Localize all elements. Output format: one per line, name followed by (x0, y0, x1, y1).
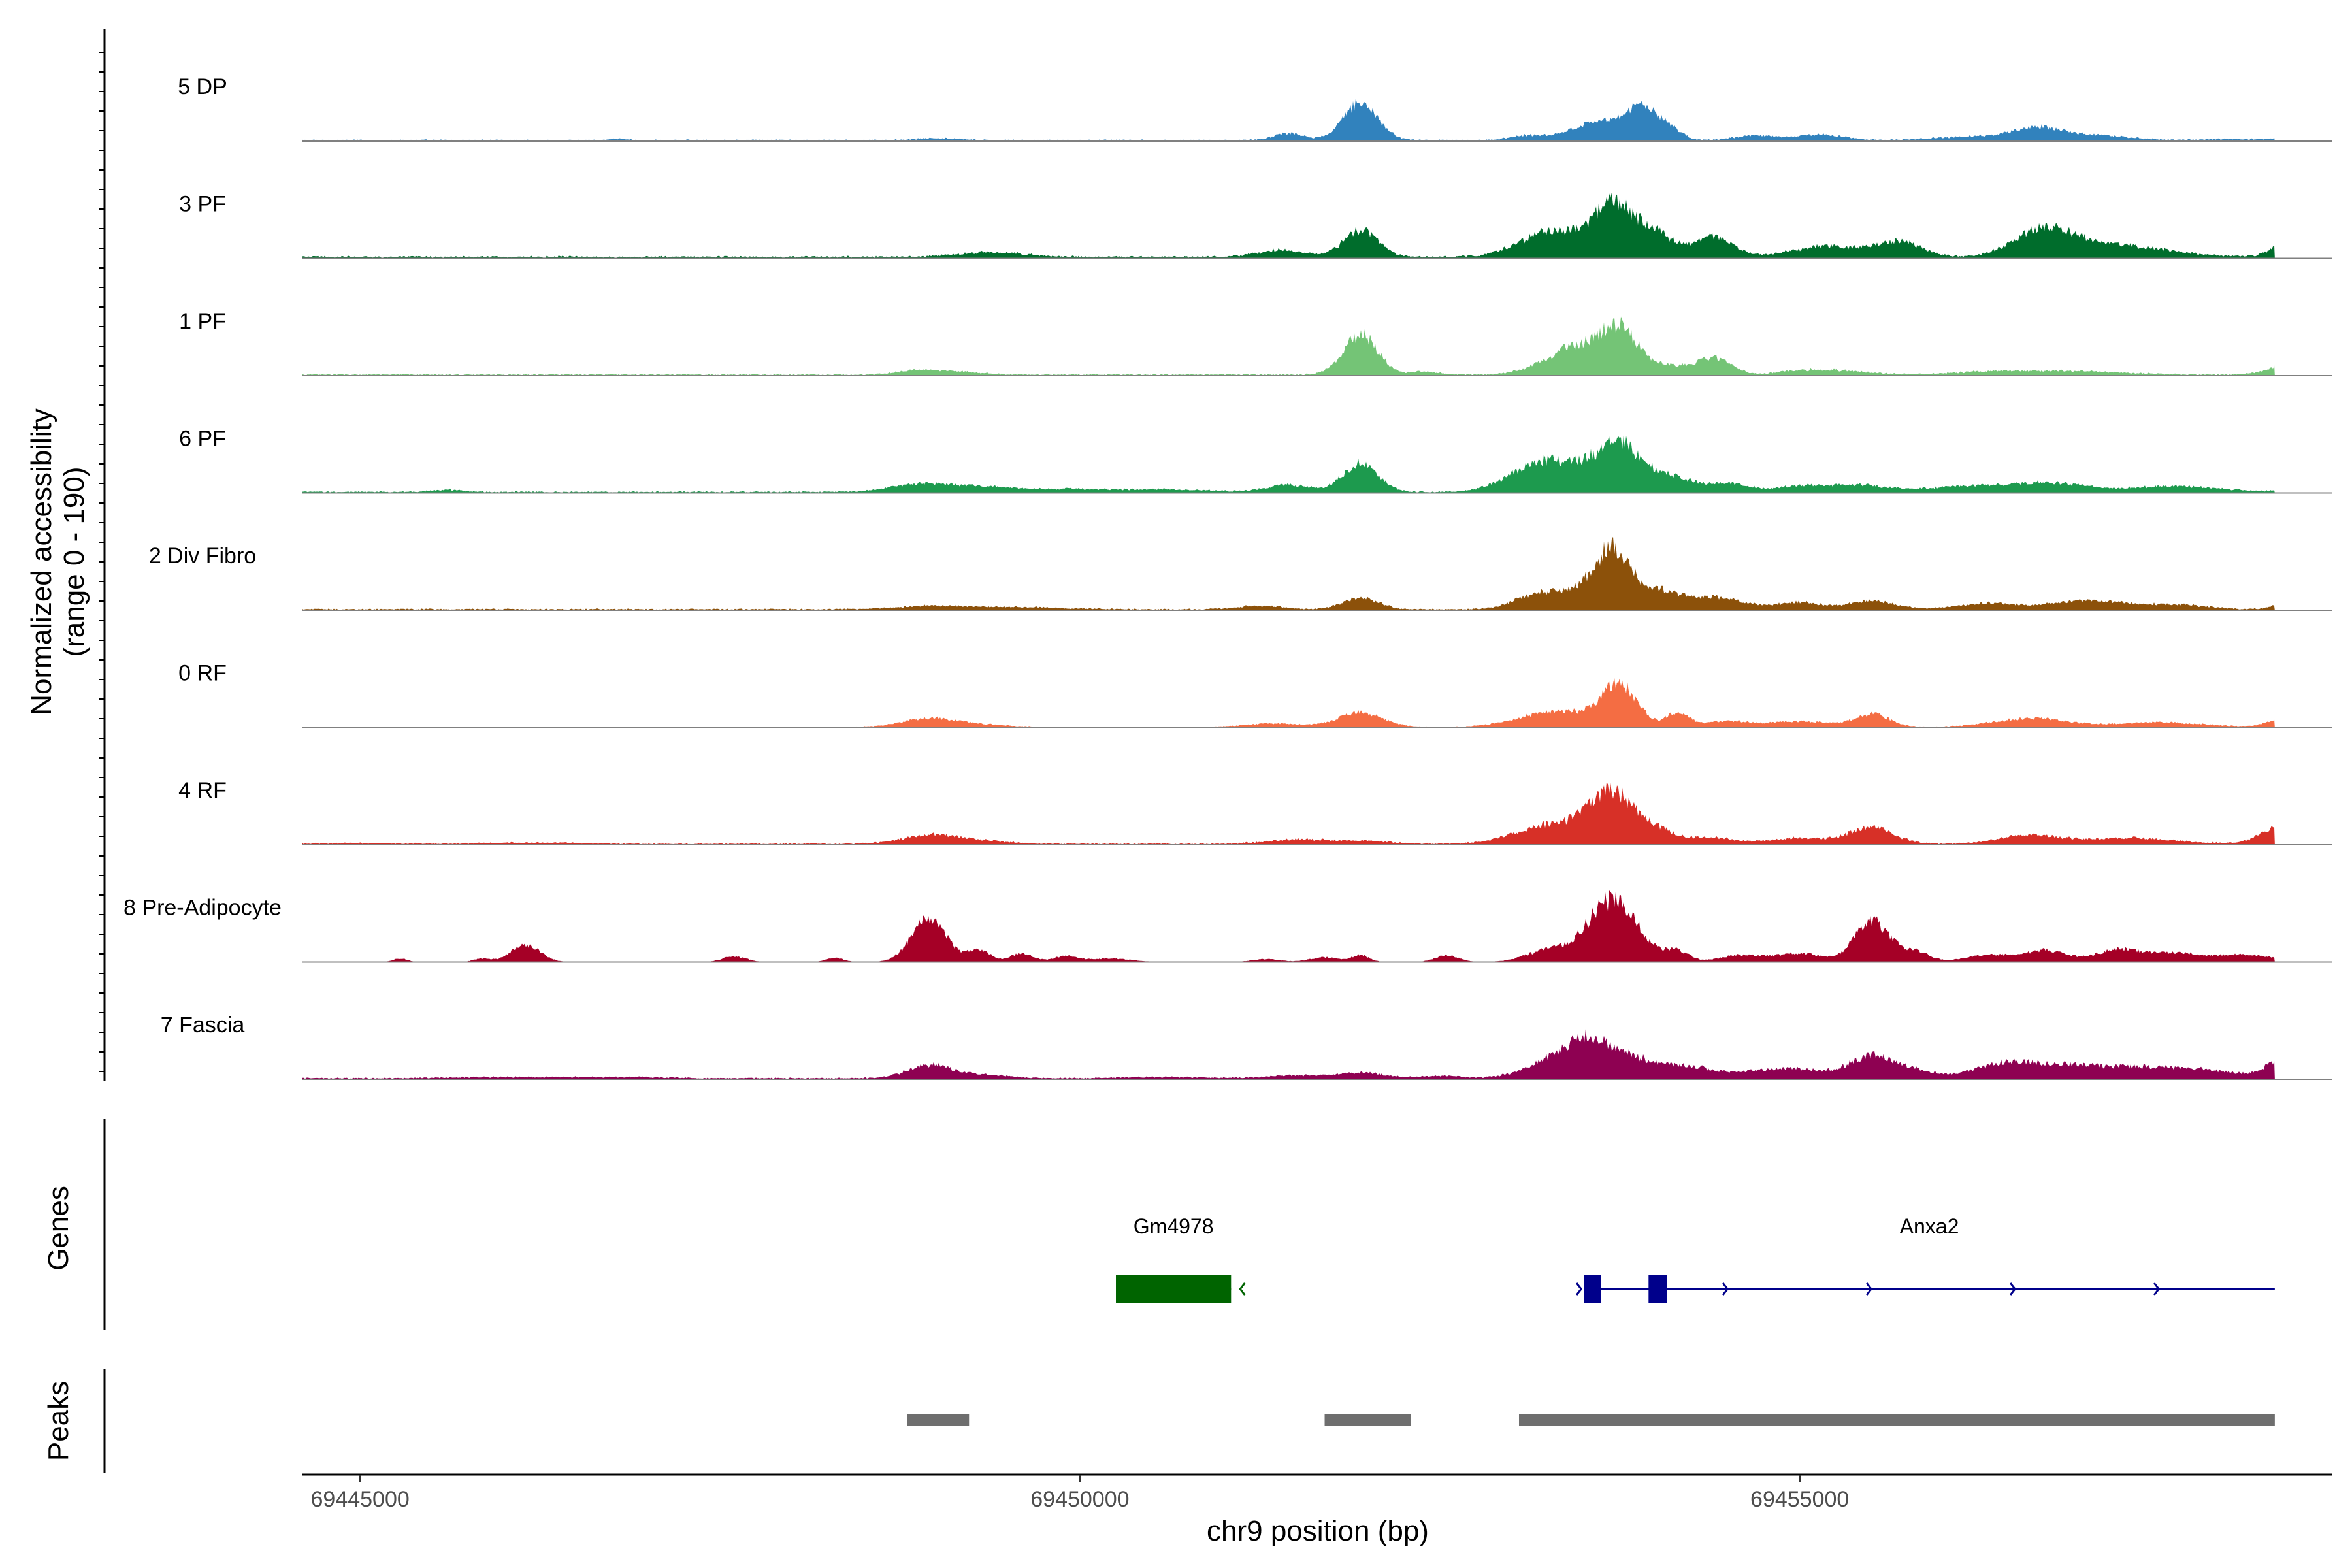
track-0-rf: 0 RF (178, 661, 2332, 728)
track-2-div-fibro: 2 Div Fibro (149, 536, 2332, 611)
coverage-area (302, 192, 2275, 259)
x-tick-label: 69455000 (1750, 1487, 1849, 1512)
coverage-area (302, 1029, 2275, 1079)
track-3-pf: 3 PF (179, 192, 2332, 259)
coverage-area (302, 316, 2275, 376)
strand-arrow-icon (1865, 1282, 1873, 1296)
gene-exon (1648, 1275, 1667, 1303)
y-axis-title-line2: (range 0 - 190) (58, 466, 90, 657)
left-axis (99, 29, 106, 1473)
strand-arrow-icon (1722, 1282, 1729, 1296)
coverage-area (302, 99, 2275, 141)
track-label: 7 Fascia (161, 1013, 245, 1037)
coverage-tracks: 5 DP 3 PF 1 PF 6 PF 2 Div Fibro 0 RF 4 RF 8 Pre… (123, 74, 2332, 1080)
track-6-pf: 6 PF (179, 427, 2332, 494)
gene-exon (1116, 1275, 1232, 1303)
peak-region (907, 1414, 970, 1426)
track-label: 1 PF (179, 309, 226, 334)
track-label: 5 DP (178, 74, 227, 99)
gene-annotation-track: Gm4978 Anxa2 (1116, 1215, 2275, 1303)
strand-arrow-icon (1575, 1282, 1583, 1296)
track-label: 8 Pre-Adipocyte (123, 896, 282, 921)
track-5-dp: 5 DP (178, 74, 2332, 142)
track-1-pf: 1 PF (179, 309, 2332, 376)
genes-panel-title: Genes (42, 1186, 74, 1271)
track-7-fascia: 7 Fascia (161, 1013, 2332, 1080)
track-8-pre-adipocyte: 8 Pre-Adipocyte (123, 890, 2332, 963)
strand-arrow-icon (2153, 1282, 2161, 1296)
gene-label: Gm4978 (1134, 1215, 1214, 1238)
track-label: 3 PF (179, 192, 226, 217)
x-tick-label: 69450000 (1030, 1487, 1129, 1512)
strand-arrow-icon (2009, 1282, 2017, 1296)
x-tick-label: 69445000 (311, 1487, 410, 1512)
peaks-panel-title: Peaks (42, 1381, 74, 1461)
coverage-area (302, 890, 2275, 962)
coverage-area (302, 536, 2275, 610)
gene-gm4978: Gm4978 (1116, 1215, 1246, 1303)
track-label: 4 RF (178, 778, 227, 803)
track-label: 2 Div Fibro (149, 544, 256, 568)
x-axis-title: chr9 position (bp) (1207, 1515, 1429, 1547)
coverage-area (302, 782, 2275, 845)
track-label: 6 PF (179, 427, 226, 451)
coverage-area (302, 435, 2275, 493)
coverage-area (302, 678, 2275, 728)
x-axis: 69445000 69450000 69455000 (302, 1473, 2332, 1512)
y-axis-title-line1: Normalized accessibility (25, 408, 57, 715)
peak-regions-track (907, 1414, 2275, 1426)
gene-exon (1584, 1275, 1601, 1303)
gene-anxa2: Anxa2 (1575, 1215, 2275, 1303)
track-label: 0 RF (178, 661, 227, 686)
strand-arrow-icon (1239, 1282, 1246, 1296)
peak-region (1518, 1414, 2275, 1426)
track-4-rf: 4 RF (178, 778, 2332, 845)
gene-label: Anxa2 (1900, 1215, 1959, 1238)
peak-region (1324, 1414, 1411, 1426)
